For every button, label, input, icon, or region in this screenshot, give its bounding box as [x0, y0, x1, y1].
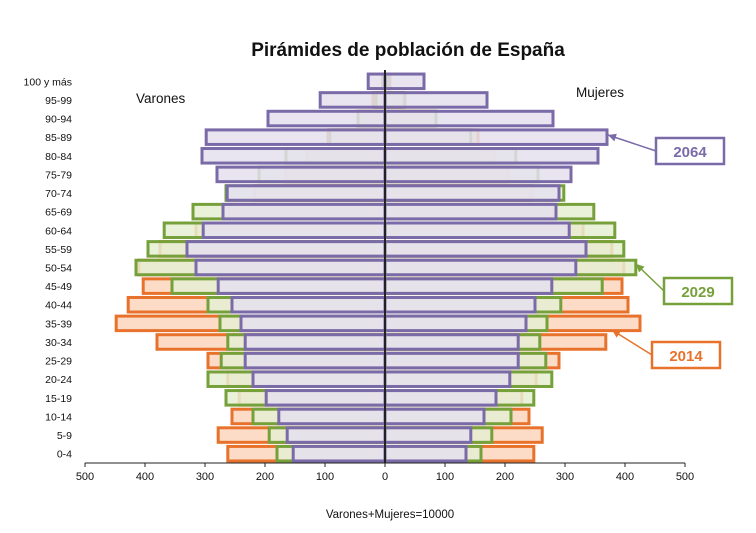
bar-mujeres-2064	[383, 128, 609, 146]
legend-label-2014: 2014	[669, 348, 703, 365]
bar-mujeres-2064	[383, 426, 473, 444]
bar-varones-2064	[285, 426, 387, 444]
bar-mujeres-2064	[383, 72, 426, 91]
bar-varones-2064	[201, 221, 387, 240]
bar-varones-2064	[215, 165, 387, 184]
legend-box-2029	[662, 276, 734, 306]
bar-mujeres-2064	[383, 314, 528, 333]
bar-mujeres-2064	[383, 444, 468, 463]
bar-varones-2064	[264, 389, 387, 407]
age-label: 35-39	[45, 318, 72, 330]
age-label: 100 y más	[24, 76, 72, 88]
x-tick-label: 400	[136, 471, 154, 483]
x-tick-label: 500	[76, 471, 94, 483]
legend-box-2014	[650, 340, 722, 370]
legend-item-2029: 2029	[635, 263, 734, 306]
age-label: 55-59	[45, 244, 72, 256]
bar-varones-2064	[216, 277, 387, 295]
bar-mujeres-2064	[383, 165, 573, 184]
bar-varones-2064	[230, 295, 387, 314]
age-group-labels: 0-4 5-9 10-14 15-19 20-24 25-29 30-34 35-39 40-4…	[24, 76, 73, 460]
bar-mujeres-2064	[383, 184, 561, 202]
legend-item-2014: 2014	[611, 329, 722, 370]
age-label: 75-79	[45, 169, 72, 181]
age-label: 50-54	[45, 263, 72, 275]
age-label: 0-4	[57, 449, 72, 461]
legend-arrow-2064	[607, 134, 657, 152]
series-2064	[185, 72, 609, 463]
bar-varones-2064	[200, 147, 387, 165]
bar-mujeres-2064	[383, 202, 558, 221]
bar-mujeres-2064	[383, 147, 600, 165]
axes: 500 400 300 200 100 0 100 200 300 400 500	[76, 70, 694, 483]
legend-label-2064: 2064	[673, 144, 707, 161]
legend-label-2029: 2029	[681, 284, 714, 301]
x-tick-label: 500	[676, 471, 694, 483]
bar-mujeres-2064	[383, 221, 571, 240]
age-label: 70-74	[45, 188, 72, 200]
age-label: 10-14	[45, 411, 72, 423]
age-label: 5-9	[57, 430, 72, 442]
bar-varones-2064	[266, 109, 387, 128]
bar-varones-2064	[225, 184, 387, 202]
age-label: 15-19	[45, 393, 72, 405]
x-tick-label: 100	[316, 471, 334, 483]
bar-varones-2064	[366, 72, 387, 91]
legend: 2064 2029 2014	[607, 133, 734, 370]
bar-varones-2064	[243, 351, 387, 370]
legend-arrowhead-2014	[612, 330, 621, 338]
mujeres-label: Mujeres	[576, 85, 624, 100]
bar-varones-2064	[318, 91, 387, 109]
age-label: 30-34	[45, 337, 72, 349]
bar-varones-2064	[194, 258, 387, 277]
age-label: 20-24	[45, 374, 72, 386]
bar-mujeres-2064	[383, 407, 486, 426]
bar-varones-2064	[239, 314, 387, 333]
bar-varones-2064	[251, 370, 387, 388]
varones-label: Varones	[136, 91, 186, 106]
x-tick-label: 200	[256, 471, 274, 483]
bar-varones-2064	[291, 444, 387, 463]
age-label: 25-29	[45, 356, 72, 368]
bar-mujeres-2064	[383, 389, 498, 407]
x-tick-label: 100	[436, 471, 454, 483]
bar-mujeres-2064	[383, 333, 520, 351]
bar-mujeres-2064	[383, 351, 520, 370]
age-label: 90-94	[45, 114, 72, 126]
x-tick-label: 300	[196, 471, 214, 483]
bar-varones-2064	[204, 128, 387, 146]
age-label: 45-49	[45, 281, 72, 293]
bar-mujeres-2064	[383, 370, 512, 388]
bar-mujeres-2064	[383, 295, 537, 314]
bar-varones-2064	[185, 240, 387, 258]
bar-varones-2064	[221, 202, 387, 221]
age-label: 40-44	[45, 300, 72, 312]
legend-arrowhead-2064	[608, 133, 617, 142]
x-tick-label: 0	[382, 471, 388, 483]
age-label: 80-84	[45, 151, 72, 163]
legend-arrowhead-2029	[636, 264, 645, 273]
x-tick-label: 400	[616, 471, 634, 483]
bar-varones-2064	[243, 333, 387, 351]
x-axis-label: Varones+Mujeres=10000	[326, 509, 454, 521]
bar-mujeres-2064	[383, 258, 578, 277]
age-label: 65-69	[45, 207, 72, 219]
x-tick-label: 200	[496, 471, 514, 483]
chart-title: Pirámides de población de España	[251, 40, 565, 61]
legend-item-2064: 2064	[607, 133, 726, 166]
bar-mujeres-2064	[383, 277, 554, 295]
age-label: 60-64	[45, 225, 72, 237]
bar-mujeres-2064	[383, 91, 489, 109]
bar-varones-2064	[277, 407, 387, 426]
x-tick-label: 300	[556, 471, 574, 483]
bar-series	[114, 72, 642, 463]
age-label: 85-89	[45, 132, 72, 144]
bar-mujeres-2064	[383, 109, 555, 128]
age-label: 95-99	[45, 95, 72, 107]
legend-box-2064	[654, 136, 726, 166]
bar-mujeres-2064	[383, 240, 588, 258]
